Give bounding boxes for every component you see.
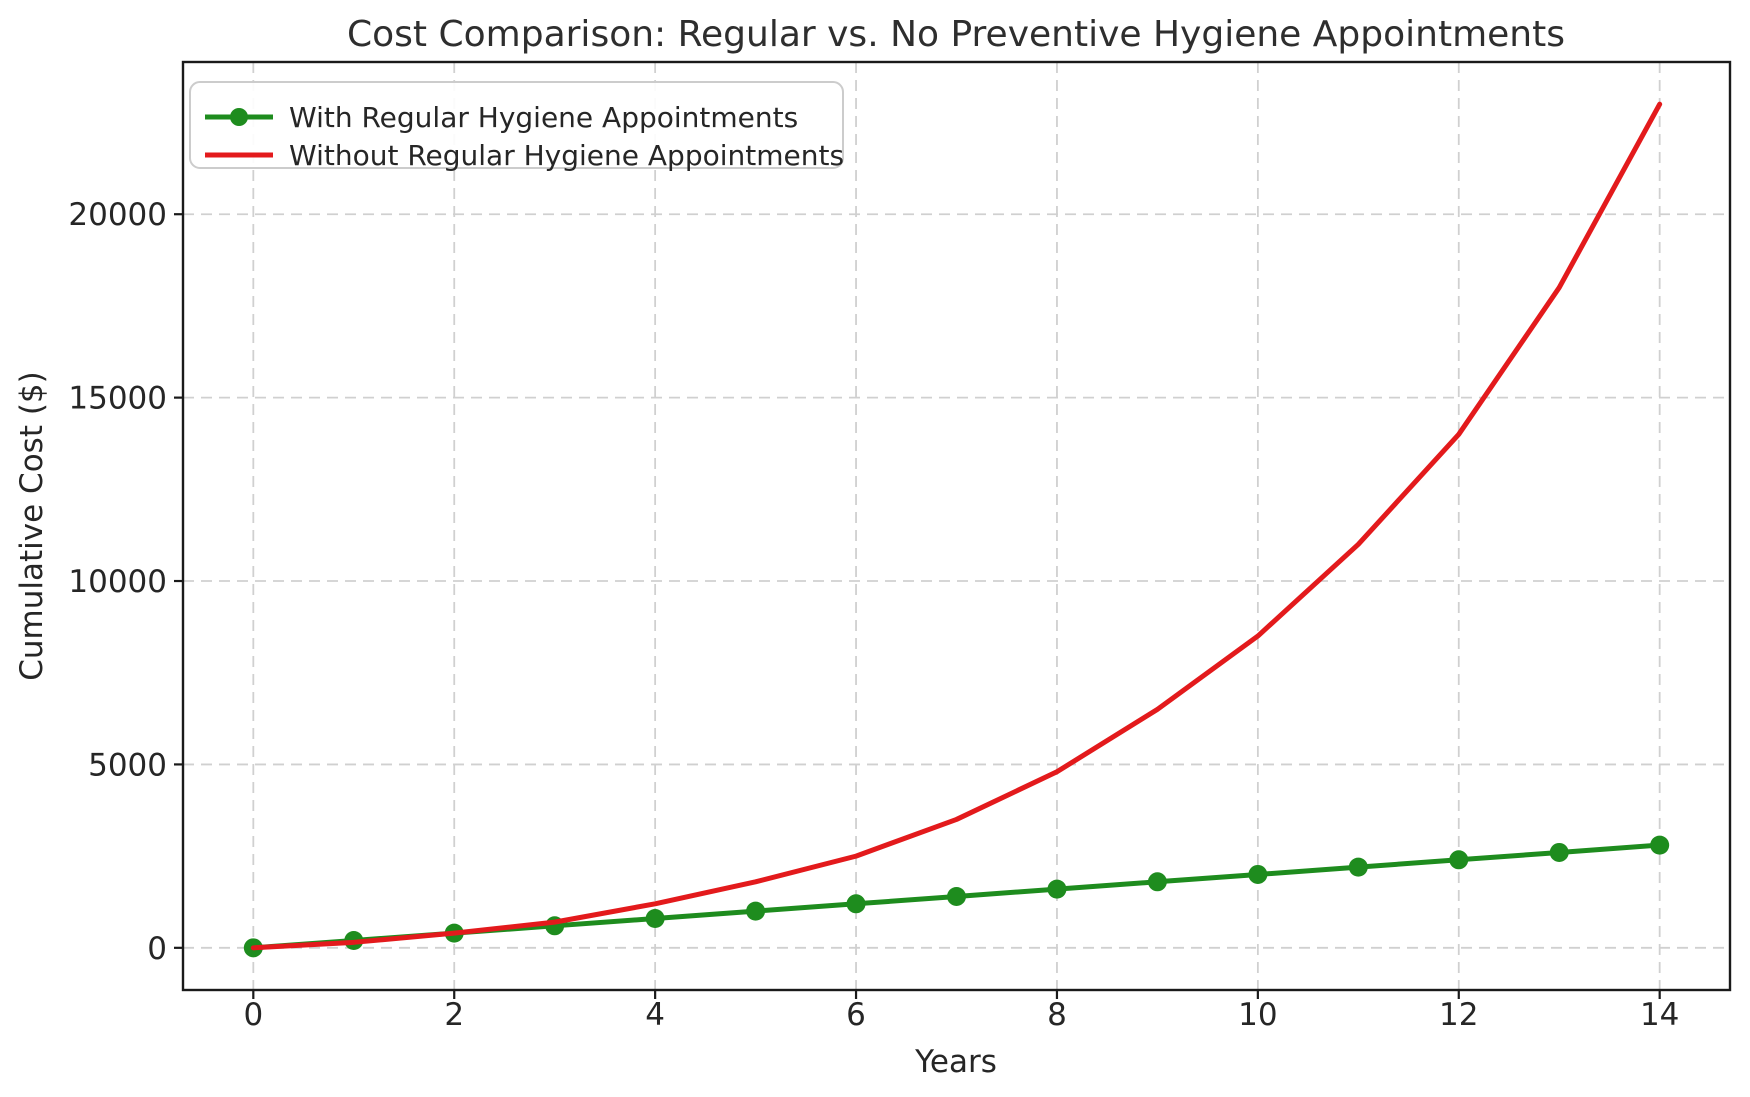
x-tick-label: 0: [243, 997, 263, 1033]
grid-lines: [183, 62, 1730, 990]
y-tick-label: 20000: [68, 197, 167, 233]
data-point-marker: [1650, 835, 1670, 855]
x-tick-label: 14: [1640, 997, 1679, 1033]
data-point-marker: [1147, 872, 1167, 892]
legend-box: [189, 81, 844, 169]
plot-border: [181, 60, 1732, 992]
y-axis-label: Cumulative Cost ($): [14, 371, 50, 680]
data-point-marker: [746, 901, 766, 921]
y-tick-label: 0: [147, 931, 167, 967]
x-tick-label: 4: [645, 997, 665, 1033]
data-point-marker: [645, 908, 665, 928]
x-tick-label: 8: [1047, 997, 1067, 1033]
chart-title: Cost Comparison: Regular vs. No Preventi…: [347, 14, 1565, 55]
y-tick-label: 10000: [68, 564, 167, 600]
data-point-marker: [1248, 864, 1268, 884]
x-tick-label: 6: [846, 997, 866, 1033]
data-series: [243, 101, 1670, 958]
data-point-marker: [1348, 857, 1368, 877]
x-tick-label: 2: [444, 997, 464, 1033]
x-axis-label: Years: [914, 1044, 997, 1080]
x-tick-label: 12: [1439, 997, 1478, 1033]
data-point-marker: [947, 886, 966, 906]
data-point-marker: [1047, 879, 1067, 899]
data-point-marker: [846, 894, 866, 914]
legend-marker-sample-with: [230, 108, 248, 126]
legend-label-without: Without Regular Hygiene Appointments: [289, 139, 844, 172]
legend: With Regular Hygiene Appointments Withou…: [189, 81, 844, 172]
x-tick-label: 10: [1238, 997, 1277, 1033]
axis-ticks: 0 2 4 6 8 10 12 14 0 5000 10000 15000 20000: [68, 197, 1679, 1033]
y-tick-label: 15000: [68, 381, 167, 417]
series-line-1: [250, 101, 1663, 951]
data-point-marker: [1549, 842, 1569, 862]
legend-label-with: With Regular Hygiene Appointments: [289, 101, 798, 134]
data-point-marker: [1449, 850, 1469, 870]
y-tick-label: 5000: [88, 747, 167, 783]
